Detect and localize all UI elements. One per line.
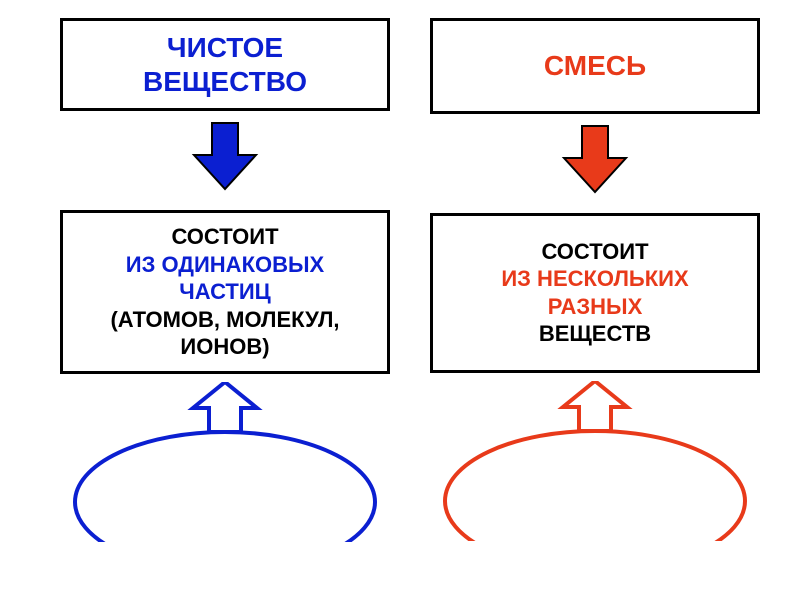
- pure-d3: ЧАСТИЦ: [71, 278, 379, 306]
- mix-d4: ВЕЩЕСТВ: [441, 320, 749, 348]
- mixture-ellipse-icon: [445, 431, 745, 541]
- mix-d3: РАЗНЫХ: [441, 293, 749, 321]
- mix-d2: ИЗ НЕСКОЛЬКИХ: [441, 265, 749, 293]
- arrow-up-left-icon: [193, 382, 257, 432]
- left-column: ЧИСТОЕ ВЕЩЕСТВО СОСТОИТ ИЗ ОДИНАКОВЫХ ЧА…: [60, 18, 390, 532]
- mixture-title-line1: СМЕСЬ: [441, 49, 749, 83]
- mixture-box: СМЕСЬ: [430, 18, 760, 114]
- pure-d5: ИОНОВ): [71, 333, 379, 361]
- pure-desc-box: СОСТОИТ ИЗ ОДИНАКОВЫХ ЧАСТИЦ (АТОМОВ, МО…: [60, 210, 390, 374]
- pure-d4: (АТОМОВ, МОЛЕКУЛ,: [71, 306, 379, 334]
- pure-substance-box: ЧИСТОЕ ВЕЩЕСТВО: [60, 18, 390, 111]
- pure-d1: СОСТОИТ: [71, 223, 379, 251]
- mixture-desc-box: СОСТОИТ ИЗ НЕСКОЛЬКИХ РАЗНЫХ ВЕЩЕСТВ: [430, 213, 760, 373]
- arrow-down-shape: [194, 123, 256, 189]
- mixture-ellipse-group: [430, 381, 760, 531]
- arrow-down-right-icon: [560, 124, 630, 199]
- arrow-down-left-icon: [190, 121, 260, 196]
- pure-title-line2: ВЕЩЕСТВО: [71, 65, 379, 99]
- pure-ellipse-group: [60, 382, 390, 532]
- right-column: СМЕСЬ СОСТОИТ ИЗ НЕСКОЛЬКИХ РАЗНЫХ ВЕЩЕС…: [430, 18, 760, 531]
- pure-ellipse-icon: [75, 432, 375, 542]
- mix-d1: СОСТОИТ: [441, 238, 749, 266]
- arrow-up-right-icon: [563, 381, 627, 431]
- pure-title-line1: ЧИСТОЕ: [71, 31, 379, 65]
- pure-d2: ИЗ ОДИНАКОВЫХ: [71, 251, 379, 279]
- arrow-down-shape: [564, 126, 626, 192]
